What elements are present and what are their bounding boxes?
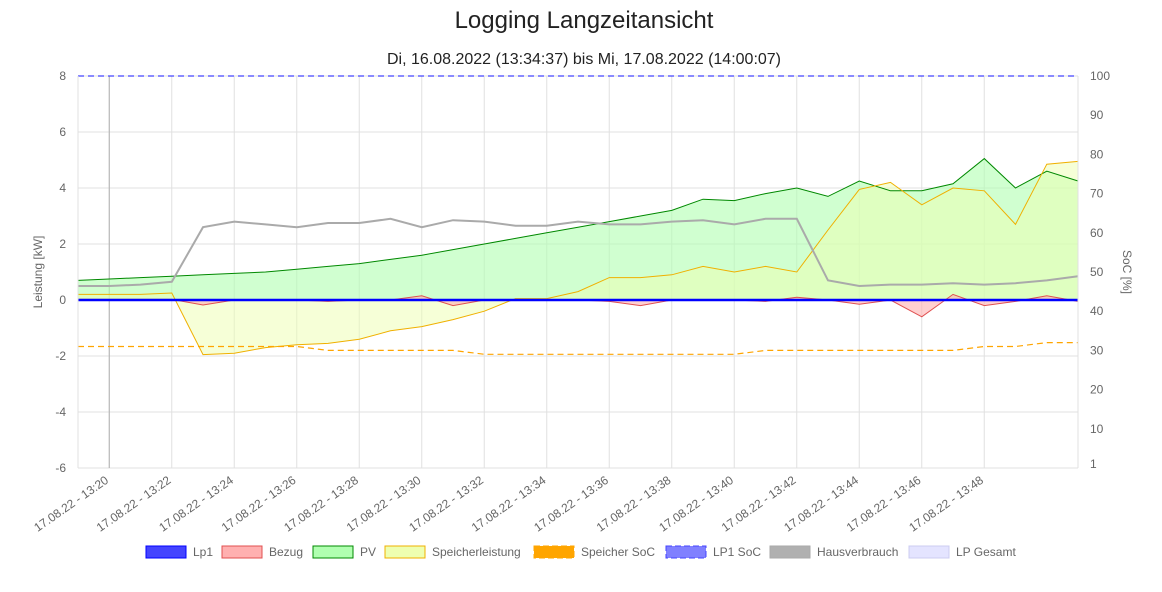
hausverbrauch-line	[78, 217, 1079, 288]
pv-line	[77, 157, 1079, 281]
legend-swatch-hausverbrauch	[769, 545, 811, 559]
y-left-tick-label: 6	[59, 125, 66, 139]
speicher-soc-line	[78, 342, 1078, 355]
legend-swatch-speicherleistung	[384, 545, 426, 559]
speicherleistung-line	[78, 160, 1079, 356]
y-right-tick-label: 100	[1090, 69, 1110, 83]
legend-label-lp1: Lp1	[193, 545, 213, 559]
y-left-tick-label: -2	[55, 349, 66, 363]
legend-swatch-bezug	[221, 545, 263, 559]
legend-label-lp1-soc: LP1 SoC	[713, 545, 761, 559]
y-left-tick-label: 0	[59, 293, 66, 307]
y-right-tick-label: 40	[1090, 304, 1104, 318]
y-left-tick-label: -4	[55, 405, 66, 419]
y-right-tick-label: 10	[1090, 422, 1104, 436]
legend-label-lp-gesamt: LP Gesamt	[956, 545, 1016, 559]
y-left-tick-label: -6	[55, 461, 66, 475]
legend-swatch-lp-gesamt	[908, 545, 950, 559]
y-axis-right-title: SoC [%]	[1120, 250, 1134, 294]
legend-swatch-lp1-soc	[665, 545, 707, 559]
y-right-tick-label: 80	[1090, 147, 1104, 161]
chart-subtitle: Di, 16.08.2022 (13:34:37) bis Mi, 17.08.…	[387, 51, 781, 68]
y-left-tick-label: 2	[59, 237, 66, 251]
y-right-tick-label: 1	[1090, 457, 1097, 471]
speicherleistung-area	[78, 161, 1078, 355]
y-right-tick-label: 50	[1090, 265, 1104, 279]
y-right-tick-label: 20	[1090, 383, 1104, 397]
legend-label-speicherleistung: Speicherleistung	[432, 545, 521, 559]
y-right-tick-label: 30	[1090, 343, 1104, 357]
legend-swatch-lp1	[145, 545, 187, 559]
legend-swatch-speicher-soc	[533, 545, 575, 559]
legend-swatch-pv	[312, 545, 354, 559]
y-left-tick-label: 8	[59, 69, 66, 83]
line-series	[77, 75, 1079, 356]
y-left-tick-label: 4	[59, 181, 66, 195]
y-right-tick-label: 90	[1090, 108, 1104, 122]
legend-label-speicher-soc: Speicher SoC	[581, 545, 655, 559]
legend-label-hausverbrauch: Hausverbrauch	[817, 545, 898, 559]
y-right-tick-label: 70	[1090, 187, 1104, 201]
y-axis-left-title: Leistung [kW]	[31, 236, 45, 309]
legend-label-pv: PV	[360, 545, 376, 559]
chart-title: Logging Langzeitansicht	[455, 7, 714, 34]
legend: Lp1 Bezug PV Speicherleistung Speicher SoC LP…	[145, 545, 1016, 559]
y-right-tick-label: 60	[1090, 226, 1104, 240]
legend-label-bezug: Bezug	[269, 545, 303, 559]
